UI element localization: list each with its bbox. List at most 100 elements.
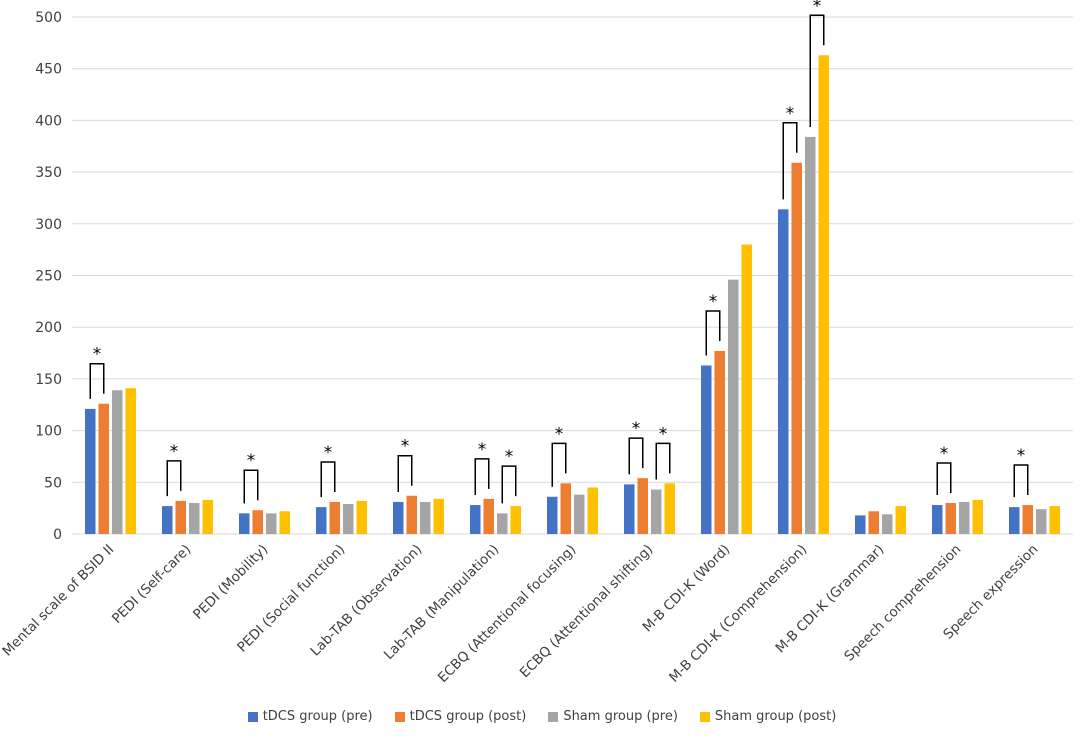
legend-swatch (699, 711, 710, 722)
bar (805, 136, 816, 534)
bar (1022, 505, 1033, 534)
y-tick-label: 500 (35, 10, 62, 26)
bar (112, 390, 123, 534)
y-tick-label: 400 (35, 113, 62, 129)
bar (406, 495, 417, 534)
significance-label: * (659, 424, 668, 444)
bar (637, 478, 648, 534)
bar (510, 506, 521, 534)
significance-label: * (786, 104, 795, 124)
legend-swatch (247, 711, 258, 722)
significance-label: * (478, 440, 487, 460)
bar (239, 513, 250, 534)
legend-label: tDCS group (pre) (262, 709, 373, 724)
y-tick-label: 100 (35, 424, 62, 440)
significance-bracket (705, 310, 721, 356)
significance-bracket (474, 458, 490, 496)
bar (85, 408, 96, 534)
bar (356, 500, 367, 534)
bar (728, 279, 739, 534)
bar (329, 501, 340, 534)
legend-item: tDCS group (pre) (247, 709, 373, 724)
significance-label: * (813, 0, 822, 16)
bar (945, 502, 956, 534)
y-tick-label: 250 (35, 269, 62, 285)
significance-label: * (555, 424, 564, 444)
bar (868, 511, 879, 534)
y-tick-label: 150 (35, 372, 62, 388)
bar (162, 506, 173, 534)
legend-label: Sham group (pre) (563, 709, 678, 724)
bar (574, 494, 585, 534)
significance-label: * (170, 442, 179, 462)
bar (1036, 509, 1047, 534)
bar (895, 506, 906, 534)
bar (818, 55, 829, 535)
significance-bracket (551, 442, 567, 487)
bar (701, 365, 712, 534)
significance-bracket (782, 122, 798, 200)
bar (1049, 506, 1060, 534)
significance-label: * (632, 419, 641, 439)
significance-bracket (1013, 464, 1029, 498)
bar (972, 499, 983, 534)
bar (882, 514, 893, 534)
significance-bracket (166, 460, 182, 497)
bars (85, 55, 1060, 535)
significance-bracket (501, 465, 517, 504)
bar (932, 505, 943, 534)
bar (125, 388, 136, 534)
significance-bracket (89, 362, 105, 399)
x-tick-label: PEDI (Self-care) (109, 542, 194, 627)
bar (189, 502, 200, 534)
x-tick-label: ECBQ (Attentional shifting) (517, 542, 657, 682)
y-tick-label: 350 (35, 165, 62, 181)
grid-layer (72, 16, 1073, 535)
significance-label: * (324, 443, 333, 463)
bar (664, 483, 675, 534)
significance-markers: * * * * * * * * * * * * * * * (89, 0, 1029, 504)
significance-bracket (936, 462, 952, 496)
bar (470, 505, 481, 534)
bar (778, 209, 789, 534)
legend-label: tDCS group (post) (409, 709, 527, 724)
bar (316, 507, 327, 534)
significance-bracket (809, 14, 825, 127)
legend-item: Sham group (pre) (548, 709, 678, 724)
legend: tDCS group (pre) tDCS group (post) Sham gr… (0, 709, 1084, 724)
bar (279, 511, 290, 534)
bar (651, 489, 662, 534)
significance-label: * (1017, 446, 1026, 466)
significance-label: * (709, 292, 718, 312)
bar (791, 162, 802, 534)
bar (483, 498, 494, 534)
y-tick-label: 450 (35, 62, 62, 78)
legend-item: Sham group (post) (699, 709, 837, 724)
bar (560, 483, 571, 534)
bar (714, 350, 725, 534)
bar (420, 501, 431, 534)
legend-swatch (548, 711, 559, 722)
significance-label: * (247, 451, 256, 471)
bar (741, 244, 752, 535)
bar (393, 501, 404, 534)
bar (252, 510, 263, 534)
bar (497, 513, 508, 534)
x-tick-label: Mental scale of BSID II (0, 542, 117, 660)
y-tick-label: 50 (44, 475, 62, 491)
significance-bracket (655, 442, 671, 480)
y-tick-label: 200 (35, 320, 62, 336)
legend-item: tDCS group (post) (394, 709, 527, 724)
y-tick-label: 300 (35, 217, 62, 233)
bar (547, 496, 558, 534)
x-tick-label: PEDI (Mobility) (190, 542, 271, 623)
bar (202, 499, 213, 534)
bar (98, 403, 109, 534)
bar (587, 487, 598, 534)
bar (433, 498, 444, 534)
bar (959, 501, 970, 534)
legend-label: Sham group (post) (714, 709, 837, 724)
